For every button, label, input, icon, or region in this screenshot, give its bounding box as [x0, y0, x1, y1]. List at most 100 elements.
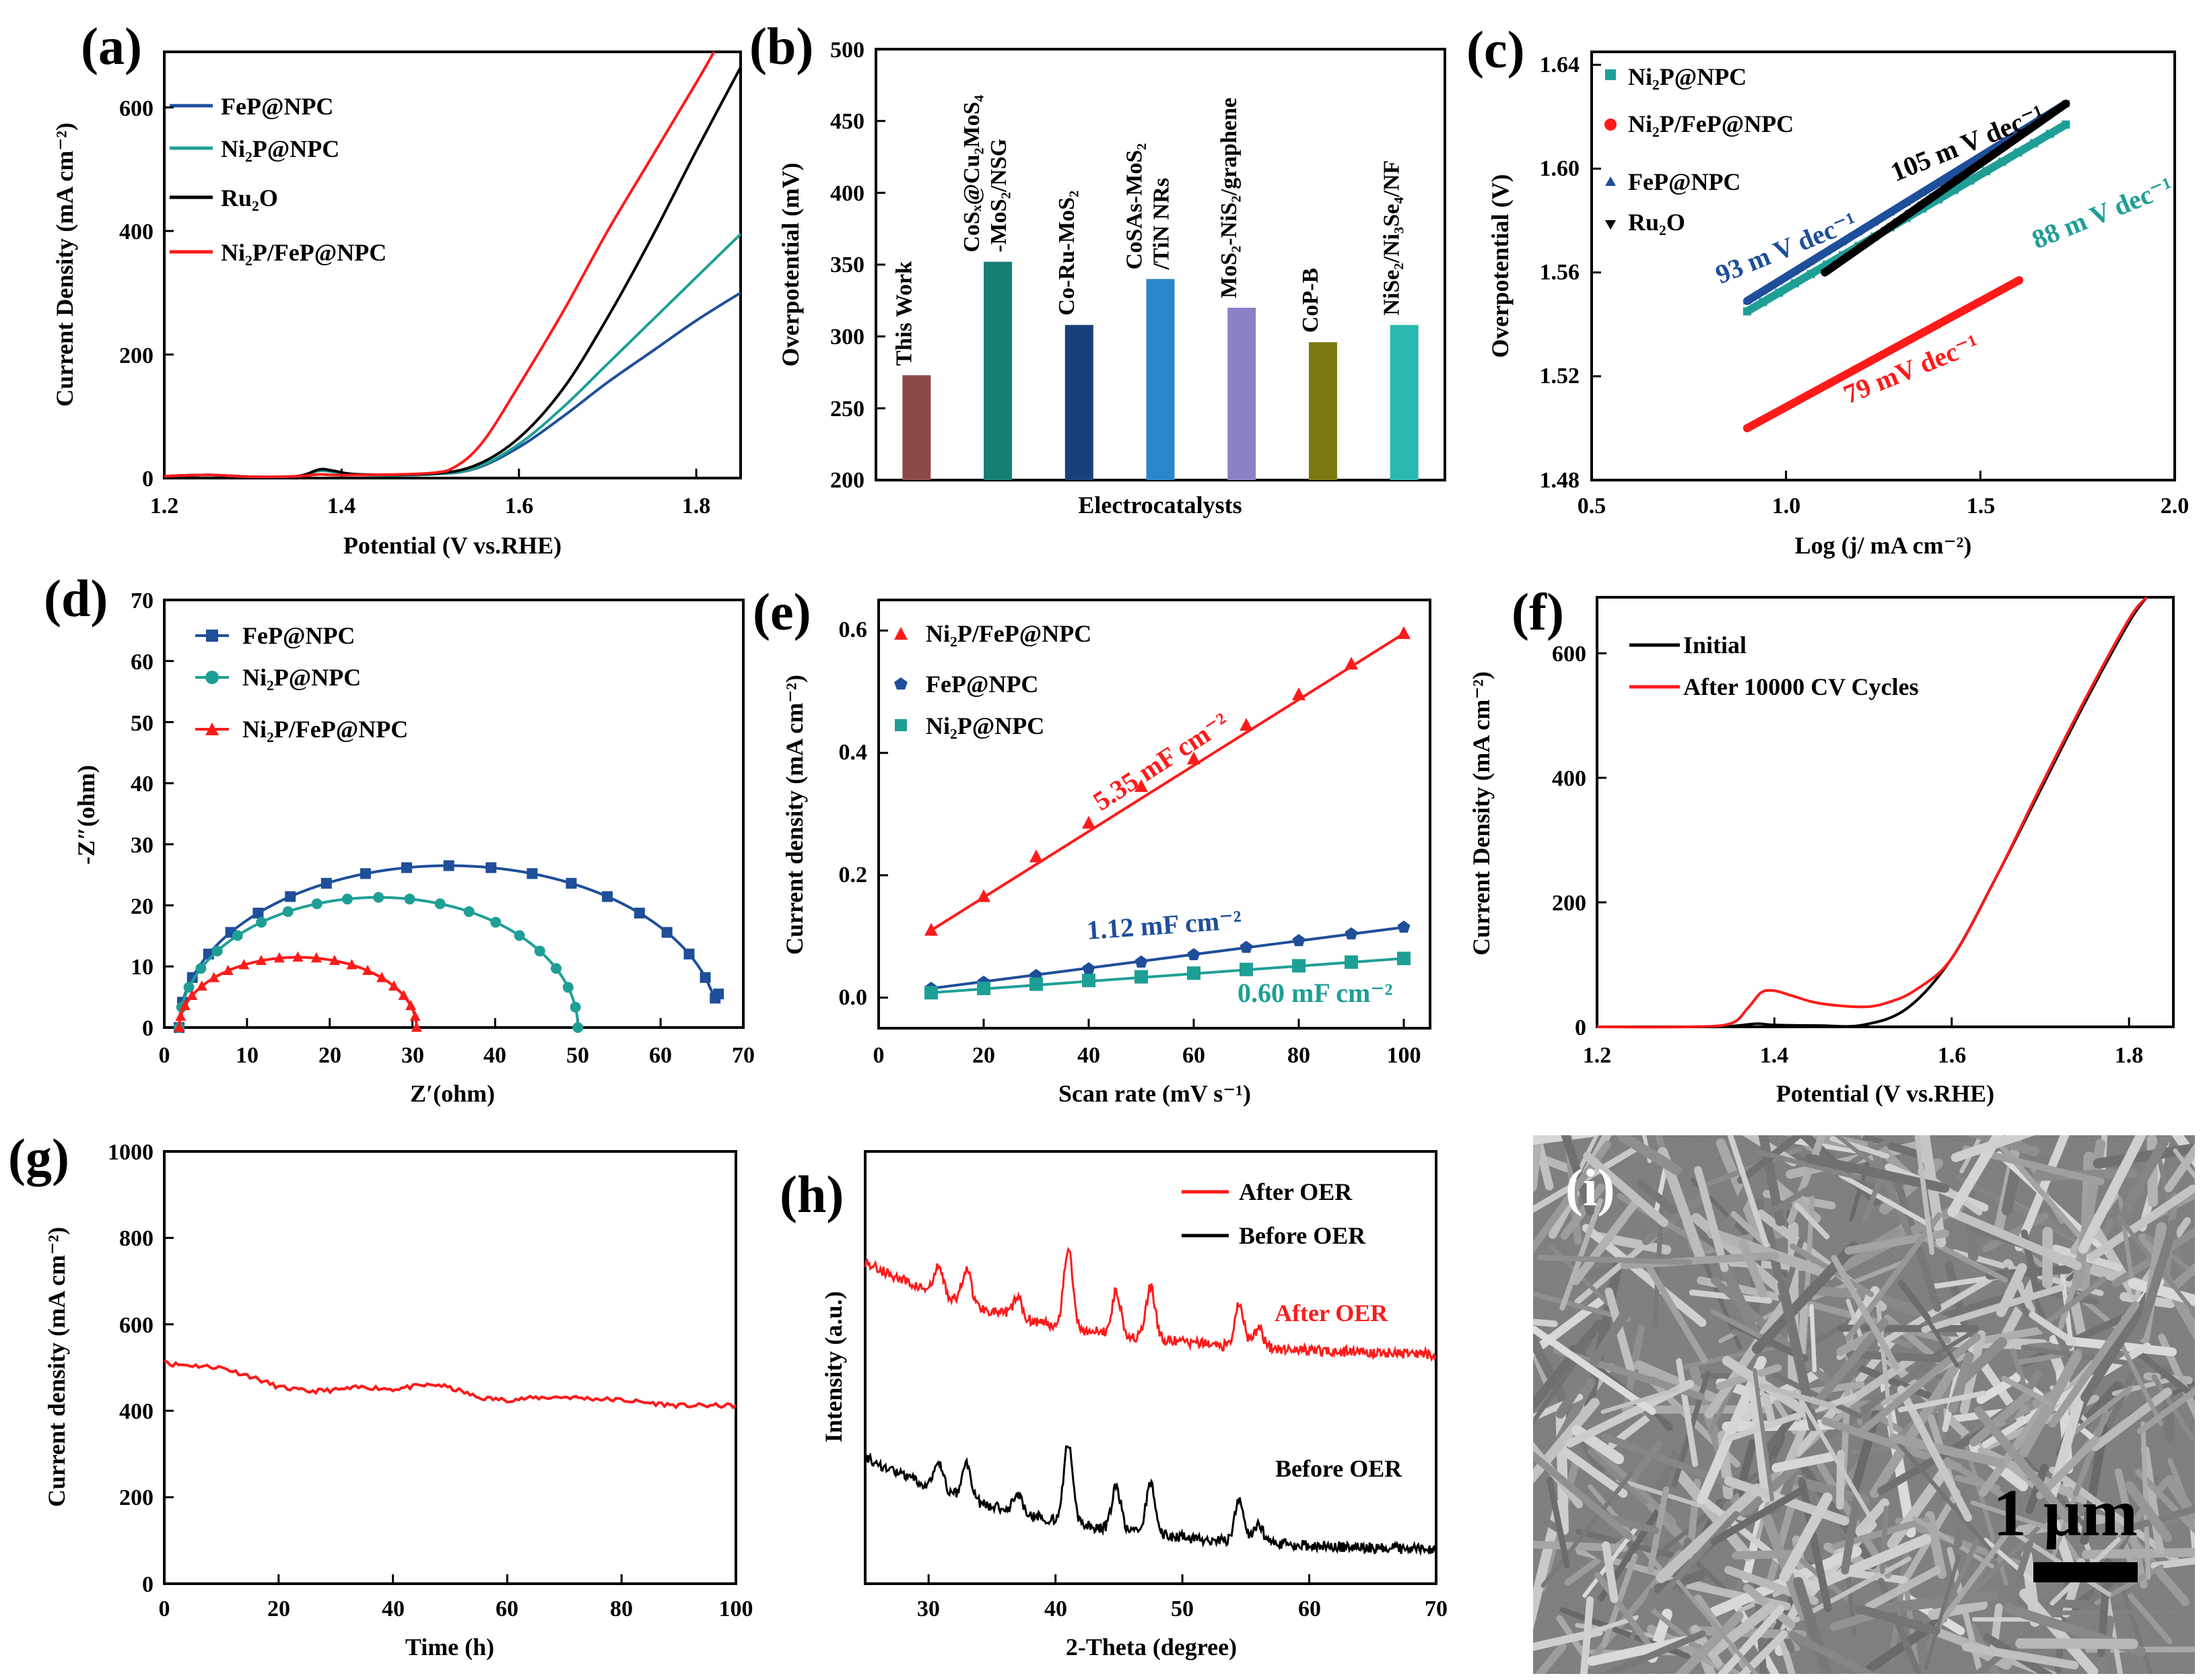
- tafel-point: [1838, 237, 1847, 245]
- y-tick-label: 450: [830, 109, 865, 134]
- legend-label: Ni₂P@NPC: [242, 664, 361, 691]
- y-ticks-g: 0 200 400 600 800 1000: [108, 1140, 154, 1597]
- tafel-point: [1989, 151, 1998, 159]
- x-axis-label-c: Log (j/ mA cm⁻²): [1795, 532, 1972, 559]
- tafel-point: [1742, 424, 1751, 432]
- legend-label: Ni₂P/FeP@NPC: [242, 716, 408, 743]
- xrd-line-after: [864, 1246, 1437, 1362]
- x-tick-label: 1.8: [2115, 1043, 2144, 1068]
- legend-h: After OER Before OER: [1182, 1178, 1366, 1249]
- panel-label-g: (g): [8, 1128, 69, 1186]
- data-point: [1187, 947, 1200, 961]
- legend-marker: [1605, 220, 1616, 230]
- scale-bar: [2033, 1562, 2138, 1582]
- tafel-point: [1854, 227, 1863, 236]
- legend-label: FeP@NPC: [242, 622, 355, 649]
- y-ticks-b: 200 250 300 350 400 450 500: [830, 38, 865, 493]
- y-tick-label: 200: [830, 468, 865, 493]
- nyquist-point: [514, 930, 525, 941]
- nyquist-point: [179, 999, 191, 1011]
- data-point: [1029, 977, 1043, 991]
- panel-label-h: (h): [780, 1165, 844, 1223]
- y-axis-label-e: Current density (mA cm⁻²): [781, 675, 808, 955]
- series-line: [1596, 596, 2148, 1029]
- nyquist-point: [255, 954, 267, 966]
- legend-marker: [894, 627, 908, 640]
- y-tick-label: 1000: [108, 1140, 154, 1165]
- nyquist-point: [443, 860, 454, 871]
- data-point: [1029, 849, 1043, 863]
- tafel-point: [1790, 267, 1799, 275]
- nyquist-point: [551, 963, 562, 974]
- nyquist-point: [376, 972, 388, 982]
- bar-label-line: CoSₓ@Cu₂MoS₄: [959, 95, 984, 253]
- tafel-point: [2025, 125, 2034, 134]
- y-tick-label: 500: [830, 38, 865, 63]
- bar-category-label: CoP-B: [1298, 268, 1323, 333]
- panel-label-f: (f): [1512, 582, 1564, 641]
- nyquist-point: [360, 868, 371, 879]
- legend-label: Ru₂O: [1628, 209, 1685, 236]
- y-axis-label-d: -Z″(ohm): [73, 765, 100, 865]
- y-tick-label: 200: [119, 1485, 154, 1510]
- legend-f: Initial After 10000 CV Cycles: [1629, 632, 1919, 700]
- panel-e: (e) 0 20 40 60 80 100 0.0 0.2 0.4 0.6 Sc…: [753, 582, 1431, 1107]
- bar-label-line: NiSe₂/Ni₃Se₄/NF: [1380, 160, 1404, 316]
- data-point: [1134, 970, 1148, 984]
- nyquist-point: [398, 989, 409, 1001]
- y-tick-label: 0.6: [839, 617, 868, 642]
- bar-category-label: CoSₓ@Cu₂MoS₄ -MoS₂/NSG: [959, 95, 1011, 253]
- tafel-point: [1797, 394, 1806, 403]
- x-tick-label: 100: [719, 1597, 753, 1621]
- nyquist-point: [187, 989, 198, 1001]
- series-line: [164, 1359, 737, 1410]
- data-point: [1397, 920, 1411, 933]
- x-tick-label: 0: [159, 1043, 170, 1068]
- nyquist-point: [572, 1022, 584, 1033]
- bar-category-label: CoSAs-MoS₂/TiN NRs: [1122, 143, 1174, 271]
- nyquist-point: [238, 959, 250, 970]
- nyquist-point: [401, 862, 412, 873]
- tafel-point: [1929, 193, 1938, 201]
- y-tick-label: 200: [1552, 891, 1586, 916]
- data-point: [1134, 955, 1148, 968]
- x-ticks-c: 0.5 1.0 1.5 2.0: [1578, 494, 2190, 518]
- bar-label-line: CoSAs-MoS₂: [1122, 143, 1147, 270]
- y-tick-label: 1.52: [1540, 364, 1580, 389]
- tafel-point: [1920, 328, 1928, 337]
- y-tick-label: 250: [830, 397, 865, 422]
- curve-annotation-after: After OER: [1275, 1300, 1388, 1326]
- x-tick-label: 2.0: [2161, 494, 2190, 518]
- y-ticks-c: 1.48 1.52 1.56 1.60 1.64: [1540, 53, 1580, 493]
- y-tick-label: 1.48: [1540, 468, 1580, 493]
- x-tick-label: 20: [318, 1043, 341, 1068]
- nyquist-point: [490, 916, 502, 928]
- data-point: [1397, 951, 1411, 966]
- legend-marker: [1604, 119, 1617, 131]
- x-tick-label: 40: [382, 1597, 405, 1621]
- x-tick-label: 1.6: [1938, 1043, 1967, 1068]
- x-tick-label: 30: [917, 1597, 940, 1621]
- fit-line: [930, 926, 1404, 990]
- nyquist-point: [256, 916, 267, 928]
- tafel-point: [1947, 313, 1956, 322]
- bar-category-label: NiSe₂/Ni₃Se₄/NF: [1380, 160, 1404, 316]
- tafel-point: [1893, 343, 1901, 351]
- tafel-point: [1905, 210, 1913, 218]
- nyquist-point: [196, 980, 207, 991]
- data-point: [1240, 718, 1253, 731]
- x-axis-label-d: Z′(ohm): [410, 1080, 495, 1107]
- y-tick-label: 200: [119, 343, 154, 368]
- panel-label-a: (a): [81, 17, 142, 75]
- nyquist-point: [282, 906, 294, 917]
- tafel-point: [1981, 167, 1990, 176]
- series-group-d: [163, 599, 745, 1033]
- series-group-f: [1596, 596, 2148, 1029]
- y-tick-label: 600: [119, 1313, 154, 1338]
- legend-marker: [1605, 69, 1616, 80]
- tafel-point: [1870, 217, 1879, 226]
- tafel-point: [1879, 350, 1887, 359]
- legend-label: Ni₂P/FeP@NPC: [221, 239, 386, 266]
- nyquist-line: [178, 864, 720, 1028]
- nyquist-point: [434, 898, 446, 910]
